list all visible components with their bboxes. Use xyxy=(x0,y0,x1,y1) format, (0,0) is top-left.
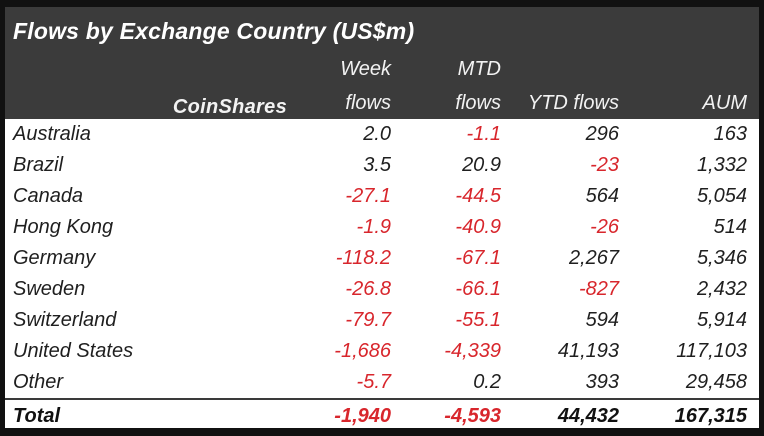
table-row: Sweden -26.8 -66.1 -827 2,432 xyxy=(5,274,759,305)
country-cell: Switzerland xyxy=(13,309,117,331)
aum-value-cell: 163 xyxy=(713,123,747,145)
mtd-value-cell: -1.1 xyxy=(466,123,501,145)
ytd-value-cell: 393 xyxy=(585,371,619,393)
country-cell: Sweden xyxy=(13,278,86,300)
ytd-value-cell: 44,432 xyxy=(507,398,625,433)
total-row: Total -1,940 -4,593 44,432 167,315 xyxy=(5,398,759,433)
col-header-mtd-line1: MTD xyxy=(457,58,501,80)
aum-value-cell: 5,346 xyxy=(696,247,747,269)
week-value-cell: -118.2 xyxy=(335,247,391,269)
mtd-value-cell: -40.9 xyxy=(455,216,501,238)
mtd-value-cell: -67.1 xyxy=(455,247,501,269)
week-value-cell: -26.8 xyxy=(345,278,391,300)
ytd-value-cell: -23 xyxy=(590,154,619,176)
col-header-aum: AUM xyxy=(702,92,747,114)
ytd-value-cell: -26 xyxy=(590,216,619,238)
country-cell: United States xyxy=(13,340,134,362)
mtd-value-cell: -55.1 xyxy=(455,309,501,331)
flows-table: Flows by Exchange Country (US$m) CoinSha… xyxy=(5,7,759,433)
table-row: Brazil 3.5 20.9 -23 1,332 xyxy=(5,150,759,181)
country-cell: Total xyxy=(5,398,293,433)
aum-value-cell: 1,332 xyxy=(696,154,747,176)
table-row: United States -1,686 -4,339 41,193 117,103 xyxy=(5,336,759,367)
table-row: Other -5.7 0.2 393 29,458 xyxy=(5,367,759,399)
week-value-cell: -1.9 xyxy=(356,216,391,238)
table-row: Switzerland -79.7 -55.1 594 5,914 xyxy=(5,305,759,336)
ytd-value-cell: 564 xyxy=(585,185,619,207)
column-header-row-bottom: flows flows YTD flows AUM xyxy=(5,81,759,119)
table-row: Canada -27.1 -44.5 564 5,054 xyxy=(5,181,759,212)
col-header-ytd: YTD flows xyxy=(527,92,619,114)
mtd-value-cell: 0.2 xyxy=(473,371,501,393)
table-row: Germany -118.2 -67.1 2,267 5,346 xyxy=(5,243,759,274)
aum-value-cell: 2,432 xyxy=(696,278,747,300)
mtd-value-cell: -44.5 xyxy=(455,185,501,207)
mtd-value-cell: -4,593 xyxy=(397,398,507,433)
country-cell: Other xyxy=(13,371,64,393)
week-value-cell: -5.7 xyxy=(356,371,391,393)
table-header: Flows by Exchange Country (US$m) CoinSha… xyxy=(5,7,759,119)
week-value-cell: -79.7 xyxy=(345,309,391,331)
country-cell: Canada xyxy=(13,185,84,207)
week-value-cell: -1,940 xyxy=(293,398,397,433)
aum-value-cell: 514 xyxy=(713,216,747,238)
coinshares-logo: CoinShares xyxy=(172,96,287,118)
table-row: Australia 2.0 -1.1 296 163 xyxy=(5,119,759,150)
col-header-week-line1: Week xyxy=(340,58,391,80)
mtd-value-cell: 20.9 xyxy=(462,154,501,176)
country-cell: Brazil xyxy=(13,154,64,176)
week-value-cell: -1,686 xyxy=(334,340,391,362)
ytd-value-cell: 296 xyxy=(585,123,619,145)
country-cell: Germany xyxy=(13,247,96,269)
col-header-ytd-spacer xyxy=(507,47,625,81)
week-value-cell: -27.1 xyxy=(345,185,391,207)
table-body: Australia 2.0 -1.1 296 163 Brazil 3.5 20.9 -23 1,… xyxy=(5,119,759,433)
aum-value-cell: 29,458 xyxy=(685,371,747,393)
country-cell: Australia xyxy=(13,123,91,145)
page-title: Flows by Exchange Country (US$m) xyxy=(13,17,415,44)
ytd-value-cell: 594 xyxy=(585,309,619,331)
week-value-cell: 3.5 xyxy=(363,154,391,176)
col-header-week-line2: flows xyxy=(345,92,391,114)
aum-value-cell: 167,315 xyxy=(625,398,759,433)
col-header-aum-spacer xyxy=(625,47,759,81)
col-header-mtd-line2: flows xyxy=(455,92,501,114)
title-row: Flows by Exchange Country (US$m) xyxy=(5,7,759,47)
column-header-row-top: CoinShares Week MTD xyxy=(5,47,759,118)
ytd-value-cell: 2,267 xyxy=(568,247,619,269)
ytd-value-cell: -827 xyxy=(578,278,619,300)
mtd-value-cell: -4,339 xyxy=(444,340,501,362)
week-value-cell: 2.0 xyxy=(363,123,391,145)
ytd-value-cell: 41,193 xyxy=(557,340,619,362)
country-cell: Hong Kong xyxy=(13,216,114,238)
aum-value-cell: 5,914 xyxy=(696,309,747,331)
table-row: Hong Kong -1.9 -40.9 -26 514 xyxy=(5,212,759,243)
mtd-value-cell: -66.1 xyxy=(455,278,501,300)
aum-value-cell: 117,103 xyxy=(676,340,747,362)
aum-value-cell: 5,054 xyxy=(696,185,747,207)
